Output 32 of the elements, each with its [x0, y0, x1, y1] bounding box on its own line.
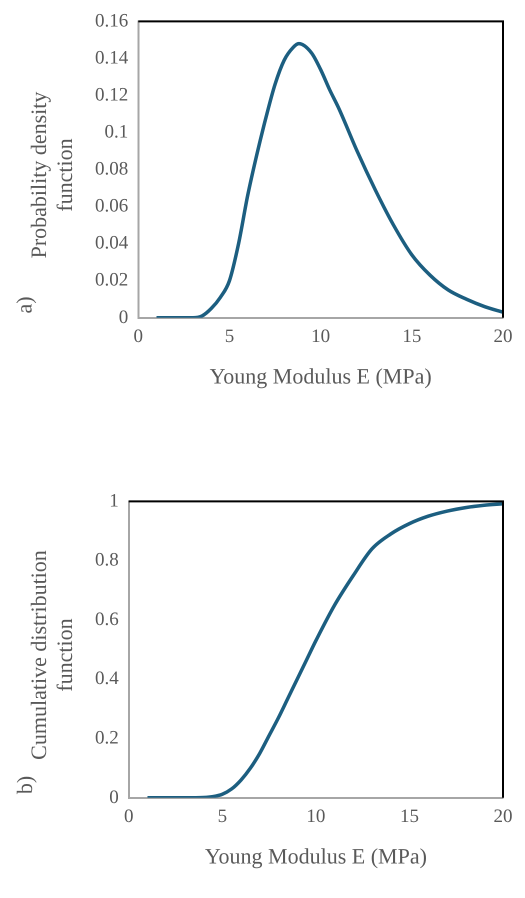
x-tick-label: 15: [402, 326, 422, 348]
x-axis-title: Young Modulus E (MPa): [204, 844, 427, 869]
y-tick-label: 0.2: [95, 728, 119, 749]
line-series: [146, 502, 503, 798]
y-tick-label: 0.1: [104, 122, 128, 143]
y-tick-label: 0.6: [95, 608, 119, 630]
x-tick-label: 10: [311, 326, 330, 348]
x-tick-label: 0: [134, 326, 143, 348]
x-tick-label: 15: [400, 806, 419, 828]
y-tick-label: 0.04: [95, 232, 129, 254]
y-tick-label: 0.06: [95, 196, 128, 217]
line-series: [154, 42, 503, 318]
text: b): [12, 776, 38, 794]
x-tick-label: 5: [218, 806, 228, 828]
x-tick-label: 5: [224, 326, 234, 348]
y-tick-label: 0.4: [95, 668, 120, 690]
y-tick-label: 0.02: [95, 270, 128, 291]
y-tick-label: 0.8: [95, 550, 119, 571]
y-axis-title: Cumulative distribution function: [26, 550, 78, 760]
x-axis-title: Young Modulus E (MPa): [210, 364, 432, 389]
y-tick-label: 1: [109, 490, 119, 512]
y-tick-label: 0.12: [95, 84, 128, 106]
y-tick-label: 0: [109, 786, 119, 808]
y-tick-label: 0.08: [95, 158, 128, 180]
x-tick-label: 20: [494, 326, 512, 348]
y-tick-label: 0: [118, 306, 128, 328]
x-tick-label: 10: [306, 806, 326, 828]
text: a): [12, 296, 38, 314]
y-tick-label: 0.16: [95, 10, 128, 32]
y-tick-label: 0.14: [95, 47, 129, 68]
x-tick-label: 20: [494, 806, 512, 828]
y-axis-title: Probability density function: [26, 90, 78, 260]
